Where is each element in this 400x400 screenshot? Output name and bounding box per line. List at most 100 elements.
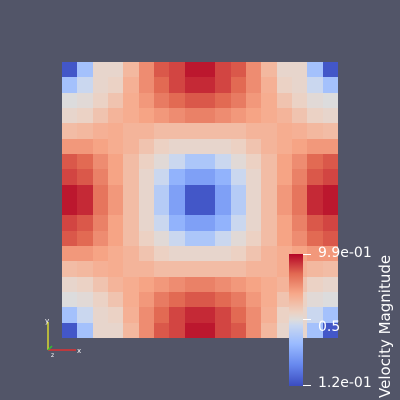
heatmap-cell bbox=[169, 169, 185, 185]
orientation-axes-icon: x y z bbox=[45, 318, 81, 358]
color-legend-bar bbox=[289, 254, 303, 386]
heatmap-cell bbox=[123, 307, 139, 323]
heatmap-cell bbox=[307, 215, 323, 231]
heatmap-cell bbox=[322, 169, 338, 185]
heatmap-cell bbox=[291, 62, 308, 78]
heatmap-cell bbox=[62, 322, 78, 338]
heatmap-cell bbox=[123, 62, 139, 78]
heatmap-cell bbox=[138, 77, 154, 93]
heatmap-cell bbox=[261, 169, 277, 185]
heatmap-cell bbox=[230, 77, 246, 93]
heatmap-cell bbox=[199, 169, 216, 185]
heatmap-cell bbox=[276, 123, 292, 139]
heatmap-cell bbox=[184, 261, 200, 277]
heatmap-cell bbox=[230, 245, 246, 262]
heatmap-cell bbox=[307, 153, 323, 170]
heatmap-cell bbox=[307, 322, 323, 338]
heatmap-cell bbox=[138, 138, 154, 154]
heatmap-cell bbox=[138, 153, 154, 170]
heatmap-cell bbox=[199, 245, 216, 262]
x-axis-letter: x bbox=[77, 347, 81, 355]
heatmap-cell bbox=[92, 107, 108, 124]
heatmap-cell bbox=[322, 215, 338, 231]
heatmap-cell bbox=[153, 276, 170, 292]
heatmap-cell bbox=[107, 92, 124, 108]
heatmap-cell bbox=[291, 107, 308, 124]
heatmap-cell bbox=[184, 276, 200, 292]
heatmap-cell bbox=[322, 123, 338, 139]
heatmap-cell bbox=[62, 261, 78, 277]
heatmap-cell bbox=[199, 138, 216, 154]
heatmap-cell bbox=[184, 199, 200, 216]
heatmap-cell bbox=[215, 153, 231, 170]
heatmap-cell bbox=[184, 92, 200, 108]
heatmap-cell bbox=[276, 138, 292, 154]
heatmap-cell bbox=[276, 107, 292, 124]
heatmap-cell bbox=[199, 230, 216, 246]
heatmap-cell bbox=[184, 123, 200, 139]
heatmap-cell bbox=[291, 199, 308, 216]
heatmap-cell bbox=[123, 291, 139, 308]
heatmap-cell bbox=[307, 307, 323, 323]
heatmap-cell bbox=[230, 307, 246, 323]
heatmap-cell bbox=[230, 199, 246, 216]
heatmap-cell bbox=[276, 199, 292, 216]
heatmap-cell bbox=[92, 62, 108, 78]
heatmap-cell bbox=[245, 307, 262, 323]
heatmap-cell bbox=[92, 184, 108, 200]
heatmap-cell bbox=[322, 291, 338, 308]
heatmap-cell bbox=[153, 92, 170, 108]
heatmap-cell bbox=[322, 153, 338, 170]
heatmap-cell bbox=[169, 291, 185, 308]
heatmap-cell bbox=[77, 123, 93, 139]
heatmap-cell bbox=[245, 261, 262, 277]
heatmap-cell bbox=[123, 199, 139, 216]
heatmap-cell bbox=[199, 62, 216, 78]
heatmap-cell bbox=[230, 153, 246, 170]
heatmap-cell bbox=[199, 322, 216, 338]
heatmap-cell bbox=[123, 153, 139, 170]
heatmap-cell bbox=[92, 307, 108, 323]
heatmap-cell bbox=[123, 107, 139, 124]
heatmap-cell bbox=[138, 92, 154, 108]
heatmap-cell bbox=[322, 92, 338, 108]
heatmap-cell bbox=[184, 291, 200, 308]
heatmap-cell bbox=[307, 291, 323, 308]
heatmap-cell bbox=[138, 184, 154, 200]
heatmap-cell bbox=[153, 215, 170, 231]
heatmap-cell bbox=[123, 230, 139, 246]
heatmap-cell bbox=[77, 291, 93, 308]
heatmap-cell bbox=[199, 123, 216, 139]
heatmap-cell bbox=[77, 199, 93, 216]
heatmap-cell bbox=[230, 92, 246, 108]
heatmap-cell bbox=[169, 215, 185, 231]
heatmap-cell bbox=[123, 92, 139, 108]
heatmap-cell bbox=[291, 169, 308, 185]
heatmap-cell bbox=[322, 307, 338, 323]
heatmap-cell bbox=[62, 107, 78, 124]
heatmap-cell bbox=[184, 307, 200, 323]
heatmap-cell bbox=[107, 153, 124, 170]
heatmap-cell bbox=[107, 77, 124, 93]
heatmap-cell bbox=[169, 245, 185, 262]
heatmap-cell bbox=[77, 138, 93, 154]
heatmap-cell bbox=[92, 169, 108, 185]
heatmap-cell bbox=[123, 123, 139, 139]
heatmap-cell bbox=[184, 322, 200, 338]
heatmap-cell bbox=[276, 92, 292, 108]
heatmap-cell bbox=[215, 123, 231, 139]
heatmap-cell bbox=[261, 307, 277, 323]
heatmap-cell bbox=[138, 215, 154, 231]
heatmap-cell bbox=[123, 245, 139, 262]
heatmap-cell bbox=[77, 322, 93, 338]
heatmap-cell bbox=[107, 215, 124, 231]
heatmap-cell bbox=[62, 199, 78, 216]
heatmap-cell bbox=[169, 322, 185, 338]
heatmap-cell bbox=[276, 230, 292, 246]
heatmap-cell bbox=[291, 77, 308, 93]
heatmap-cell bbox=[322, 261, 338, 277]
heatmap-cell bbox=[322, 77, 338, 93]
heatmap-cell bbox=[92, 230, 108, 246]
heatmap-cell bbox=[153, 322, 170, 338]
